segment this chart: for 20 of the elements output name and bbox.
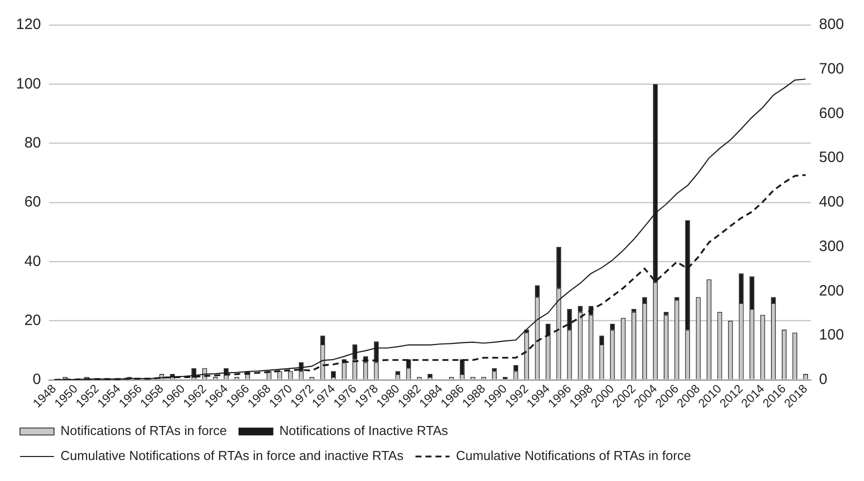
y2-tick-label: 0 xyxy=(818,371,828,388)
y-tick-label: 100 xyxy=(16,75,42,92)
legend-label: Cumulative Notifications of RTAs in force xyxy=(456,448,692,464)
y2-tick-label: 100 xyxy=(818,326,844,344)
legend-label: Notifications of RTAs in force xyxy=(60,423,227,438)
y2-tick-label: 200 xyxy=(818,282,844,300)
y2-tick-label: 600 xyxy=(818,104,844,122)
y-tick-label: 40 xyxy=(24,252,42,270)
y2-tick-label: 700 xyxy=(818,60,844,78)
y2-tick-label: 400 xyxy=(818,194,844,211)
y2-tick-label: 300 xyxy=(818,238,844,255)
y-tick-label: 120 xyxy=(16,16,42,34)
legend-label: Cumulative Notifications of RTAs in force and inactive RTAs xyxy=(60,448,404,464)
y-tick-label: 0 xyxy=(32,371,42,388)
y2-tick-label: 800 xyxy=(818,16,844,34)
y2-tick-label: 500 xyxy=(818,149,844,166)
legend-label: Notifications of Inactive RTAs xyxy=(279,423,449,438)
y-tick-label: 60 xyxy=(24,194,42,211)
y-tick-label: 20 xyxy=(24,312,42,329)
y-tick-label: 80 xyxy=(24,134,42,152)
